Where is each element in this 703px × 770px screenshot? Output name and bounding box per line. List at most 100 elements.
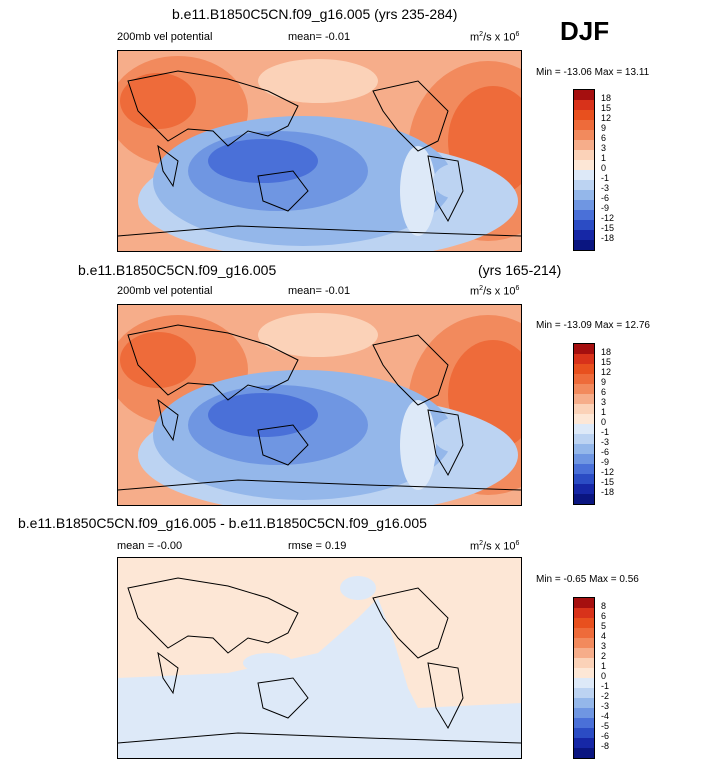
colorbar-swatch xyxy=(574,728,594,738)
colorbar-swatch xyxy=(574,748,594,758)
colorbar-swatch xyxy=(574,708,594,718)
panel1-units: m2/s x 106 xyxy=(470,31,520,44)
colorbar-tick-label: 3 xyxy=(601,641,607,651)
colorbar-tick-label: -15 xyxy=(601,477,615,487)
colorbar-swatch xyxy=(574,180,594,190)
panel2-title-right: (yrs 165-214) xyxy=(478,262,562,278)
panel3-colorbar-swatches xyxy=(573,597,595,759)
colorbar-tick-label: -4 xyxy=(601,711,610,721)
colorbar-swatch xyxy=(574,100,594,110)
panel2-minmax: Min = -13.09 Max = 12.76 xyxy=(536,320,650,331)
colorbar-tick-label: 9 xyxy=(601,377,607,387)
panel3-minmax: Min = -0.65 Max = 0.56 xyxy=(536,574,639,585)
colorbar-tick-label: -8 xyxy=(601,741,610,751)
panel3-title: b.e11.B1850C5CN.f09_g16.005 - b.e11.B185… xyxy=(18,515,427,531)
colorbar-swatch xyxy=(574,404,594,414)
colorbar-tick-label: -2 xyxy=(601,691,610,701)
colorbar-tick-label: 3 xyxy=(601,397,607,407)
colorbar-tick-label: 0 xyxy=(601,417,607,427)
panel2-map xyxy=(117,304,522,506)
colorbar-tick-label: -3 xyxy=(601,437,610,447)
colorbar-swatch xyxy=(574,474,594,484)
colorbar-tick-label: 15 xyxy=(601,103,612,113)
colorbar-swatch xyxy=(574,344,594,354)
panel1-colorbar-swatches xyxy=(573,89,595,251)
colorbar-tick-label: 1 xyxy=(601,153,607,163)
colorbar-tick-label: 0 xyxy=(601,671,607,681)
colorbar-tick-label: 18 xyxy=(601,93,612,103)
colorbar-swatch xyxy=(574,738,594,748)
colorbar-tick-label: 3 xyxy=(601,143,607,153)
colorbar-swatch xyxy=(574,240,594,250)
colorbar-tick-label: 2 xyxy=(601,651,607,661)
colorbar-swatch xyxy=(574,110,594,120)
colorbar-tick-label: -1 xyxy=(601,427,610,437)
colorbar-tick-label: -12 xyxy=(601,213,615,223)
colorbar-tick-label: -3 xyxy=(601,701,610,711)
colorbar-swatch xyxy=(574,160,594,170)
colorbar-swatch xyxy=(574,618,594,628)
colorbar-tick-label: -6 xyxy=(601,731,610,741)
colorbar-tick-label: 6 xyxy=(601,387,607,397)
colorbar-swatch xyxy=(574,170,594,180)
colorbar-swatch xyxy=(574,424,594,434)
colorbar-tick-label: -18 xyxy=(601,233,615,243)
colorbar-swatch xyxy=(574,598,594,608)
colorbar-swatch xyxy=(574,364,594,374)
colorbar-swatch xyxy=(574,688,594,698)
colorbar-swatch xyxy=(574,394,594,404)
colorbar-swatch xyxy=(574,130,594,140)
panel3-mean-label: mean = -0.00 xyxy=(117,540,183,552)
season-label: DJF xyxy=(560,16,610,46)
colorbar-swatch xyxy=(574,90,594,100)
colorbar-tick-label: -12 xyxy=(601,467,615,477)
colorbar-swatch xyxy=(574,454,594,464)
colorbar-swatch xyxy=(574,678,594,688)
colorbar-swatch xyxy=(574,230,594,240)
colorbar-swatch xyxy=(574,140,594,150)
colorbar-swatch xyxy=(574,200,594,210)
colorbar-swatch xyxy=(574,444,594,454)
colorbar-swatch xyxy=(574,638,594,648)
colorbar-tick-label: 1 xyxy=(601,407,607,417)
colorbar-swatch xyxy=(574,668,594,678)
colorbar-tick-label: -6 xyxy=(601,193,610,203)
colorbar-tick-label: 12 xyxy=(601,113,612,123)
colorbar-tick-label: 9 xyxy=(601,123,607,133)
colorbar-swatch xyxy=(574,628,594,638)
colorbar-swatch xyxy=(574,354,594,364)
colorbar-tick-label: 1 xyxy=(601,661,607,671)
panel3-map xyxy=(117,557,522,759)
colorbar-tick-label: 5 xyxy=(601,621,607,631)
colorbar-swatch xyxy=(574,414,594,424)
colorbar-tick-label: 18 xyxy=(601,347,612,357)
colorbar-tick-label: -18 xyxy=(601,487,615,497)
colorbar-swatch xyxy=(574,698,594,708)
panel2-title-left: b.e11.B1850C5CN.f09_g16.005 xyxy=(78,262,277,278)
colorbar-swatch xyxy=(574,120,594,130)
colorbar-tick-label: 0 xyxy=(601,163,607,173)
panel2-mean-label: mean= -0.01 xyxy=(288,285,351,297)
colorbar-swatch xyxy=(574,210,594,220)
colorbar-tick-label: 15 xyxy=(601,357,612,367)
colorbar-tick-label: -1 xyxy=(601,681,610,691)
panel1-left-label: 200mb vel potential xyxy=(117,31,213,43)
colorbar-swatch xyxy=(574,190,594,200)
colorbar-tick-label: -9 xyxy=(601,457,610,467)
colorbar-swatch xyxy=(574,648,594,658)
panel2-left-label: 200mb vel potential xyxy=(117,285,213,297)
colorbar-swatch xyxy=(574,464,594,474)
panel3-units: m2/s x 106 xyxy=(470,540,520,553)
panel2-colorbar-swatches xyxy=(573,343,595,505)
colorbar-swatch xyxy=(574,658,594,668)
colorbar-swatch xyxy=(574,374,594,384)
colorbar-tick-label: -3 xyxy=(601,183,610,193)
colorbar-swatch xyxy=(574,220,594,230)
colorbar-tick-label: -1 xyxy=(601,173,610,183)
panel2-units: m2/s x 106 xyxy=(470,285,520,298)
panel1-mean-label: mean= -0.01 xyxy=(288,31,351,43)
panel3-rmse-label: rmse = 0.19 xyxy=(288,540,347,552)
colorbar-swatch xyxy=(574,384,594,394)
colorbar-tick-label: 8 xyxy=(601,601,607,611)
colorbar-swatch xyxy=(574,434,594,444)
